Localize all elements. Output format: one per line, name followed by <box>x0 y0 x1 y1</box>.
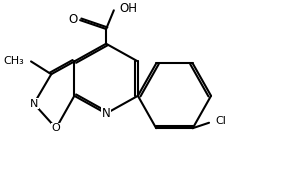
Text: CH₃: CH₃ <box>3 56 24 66</box>
Text: N: N <box>30 99 38 109</box>
Text: O: O <box>52 123 60 133</box>
Text: Cl: Cl <box>216 116 227 126</box>
Text: N: N <box>102 107 111 120</box>
Text: OH: OH <box>119 2 137 15</box>
Text: O: O <box>69 13 78 26</box>
